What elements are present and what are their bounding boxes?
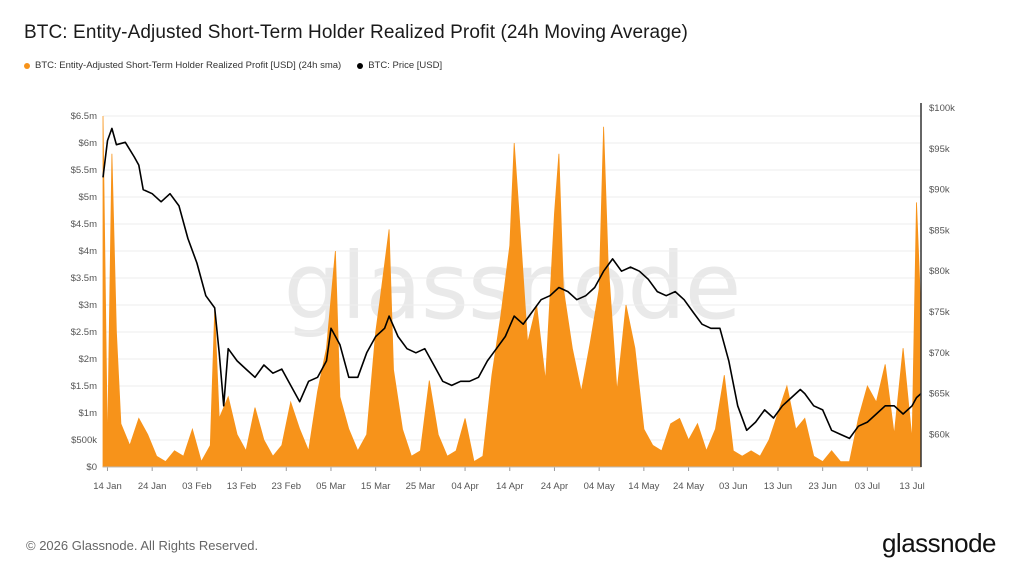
glassnode-logo: glassnode xyxy=(881,528,997,558)
y-left-tick-label: $6.5m xyxy=(71,111,97,122)
x-tick-label: 05 Mar xyxy=(316,481,346,492)
y-left-tick-label: $500k xyxy=(71,435,97,446)
x-tick-label: 13 Jun xyxy=(764,481,793,492)
chart-title: BTC: Entity-Adjusted Short-Term Holder R… xyxy=(24,22,688,43)
x-tick-label: 24 Jan xyxy=(138,481,167,492)
y-right-tick-label: $90k xyxy=(929,185,950,196)
y-left-tick-label: $2.5m xyxy=(71,327,97,338)
y-left-tick-label: $4.5m xyxy=(71,219,97,230)
x-tick-label: 03 Jun xyxy=(719,481,748,492)
profit-area-series xyxy=(102,115,922,468)
legend-label-price: BTC: Price [USD] xyxy=(368,60,443,71)
y-right-tick-label: $70k xyxy=(929,348,950,359)
x-tick-label: 23 Jun xyxy=(808,481,837,492)
x-tick-label: 23 Feb xyxy=(271,481,301,492)
y-right-tick-label: $80k xyxy=(929,266,950,277)
x-tick-label: 04 Apr xyxy=(451,481,478,492)
y-left-tick-label: $5.5m xyxy=(71,165,97,176)
y-left-tick-label: $4m xyxy=(79,246,98,257)
x-tick-label: 24 Apr xyxy=(541,481,568,492)
legend-item-profit[interactable]: BTC: Entity-Adjusted Short-Term Holder R… xyxy=(24,60,341,71)
y-left-tick-label: $3m xyxy=(79,300,98,311)
y-left-tick-label: $1m xyxy=(79,408,98,419)
y-right-tick-label: $100k xyxy=(929,103,955,114)
copyright-footer: © 2026 Glassnode. All Rights Reserved. xyxy=(26,538,259,553)
legend: BTC: Entity-Adjusted Short-Term Holder R… xyxy=(24,60,442,71)
y-left-tick-label: $1.5m xyxy=(71,381,97,392)
y-right-tick-label: $60k xyxy=(929,429,950,440)
x-tick-label: 15 Mar xyxy=(361,481,391,492)
legend-swatch-profit xyxy=(24,62,30,69)
x-tick-label: 14 Jan xyxy=(93,481,122,492)
x-tick-label: 14 May xyxy=(628,481,659,492)
price-line-series xyxy=(102,127,922,440)
x-tick-label: 13 Feb xyxy=(227,481,257,492)
y-right-tick-label: $85k xyxy=(929,225,950,236)
x-tick-label: 14 Apr xyxy=(496,481,523,492)
y-right-tick-label: $65k xyxy=(929,389,950,400)
legend-label-profit: BTC: Entity-Adjusted Short-Term Holder R… xyxy=(35,60,342,71)
x-tick-label: 25 Mar xyxy=(406,481,436,492)
x-tick-label: 24 May xyxy=(673,481,704,492)
y-left-tick-label: $2m xyxy=(79,354,98,365)
y-left-tick-label: $0 xyxy=(86,462,97,473)
x-tick-label: 03 Feb xyxy=(182,481,212,492)
y-left-tick-label: $5m xyxy=(79,192,98,203)
legend-swatch-price xyxy=(357,62,364,69)
x-tick-label: 13 Jul xyxy=(899,481,924,492)
y-left-tick-label: $6m xyxy=(79,138,98,149)
y-right-tick-label: $95k xyxy=(929,144,950,155)
y-left-tick-label: $3.5m xyxy=(71,273,97,284)
y-right-tick-label: $75k xyxy=(929,307,950,318)
legend-item-price[interactable]: BTC: Price [USD] xyxy=(357,60,442,71)
x-tick-label: 03 Jul xyxy=(855,481,880,492)
x-tick-label: 04 May xyxy=(584,481,615,492)
